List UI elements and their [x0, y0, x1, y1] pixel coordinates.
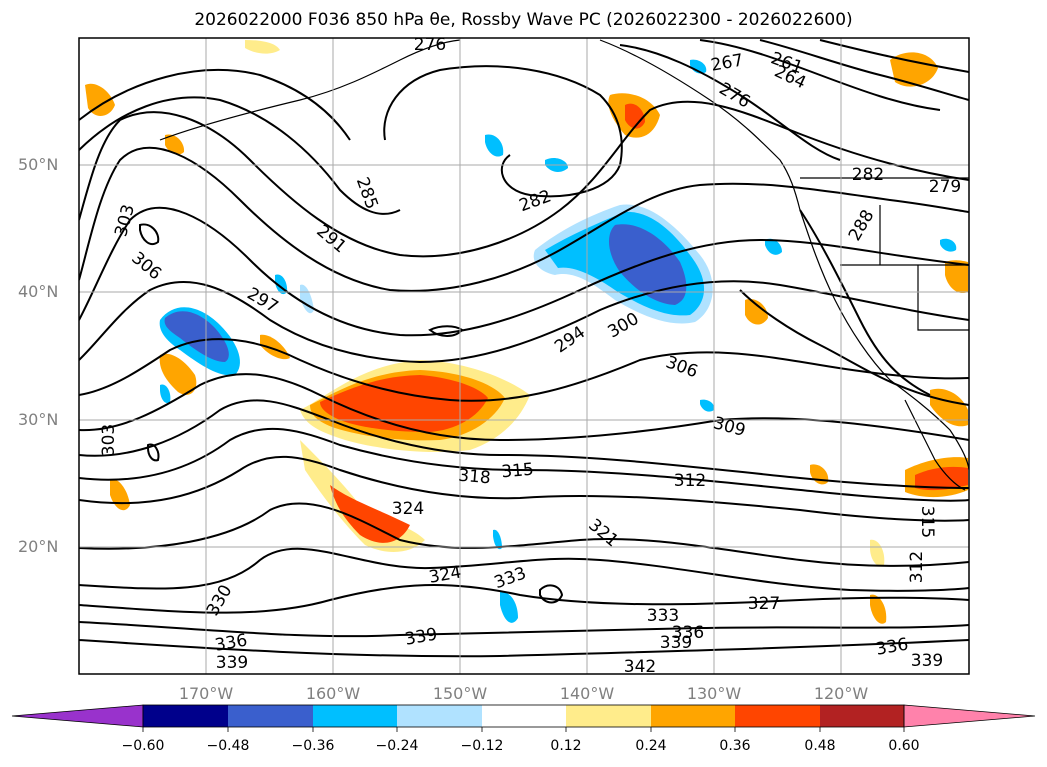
contour-label: 339 — [660, 633, 692, 653]
lon-label: 170°W — [178, 684, 234, 703]
chart-title: 2026022000 F036 850 hPa θe, Rossby Wave … — [194, 10, 853, 30]
colorbar-tick-label: −0.48 — [206, 738, 250, 754]
anomaly-shading — [85, 40, 968, 624]
contour-label: 327 — [748, 594, 780, 614]
lat-label: 50°N — [18, 155, 59, 174]
contour-label: 342 — [624, 657, 656, 677]
lon-label: 160°W — [305, 684, 361, 703]
lon-label: 120°W — [813, 684, 869, 703]
colorbar-segment — [820, 705, 904, 727]
colorbar-tick-label: −0.12 — [460, 738, 504, 754]
contour-label: 339 — [216, 653, 248, 673]
contour-label: 303 — [99, 424, 119, 456]
baja-coast — [904, 399, 966, 491]
colorbar-tick-label: 0.36 — [719, 738, 751, 754]
colorbar-tick-label: 0.12 — [550, 738, 582, 754]
contour-label: 312 — [907, 551, 927, 583]
lat-label: 40°N — [18, 282, 59, 301]
contour-label: 315 — [501, 460, 535, 483]
colorbar-extend-left — [11, 704, 144, 728]
colorbar-segment — [397, 705, 482, 727]
contour-label: 282 — [852, 165, 884, 185]
contour-label: 312 — [674, 471, 706, 491]
lon-label: 150°W — [432, 684, 488, 703]
contour-label: 324 — [392, 499, 424, 519]
colorbar — [11, 704, 1036, 732]
colorbar-tick-label: 0.24 — [635, 738, 667, 754]
colorbar-tick-label: 0.60 — [888, 738, 920, 754]
gridlines — [79, 38, 969, 674]
colorbar-tick-label: −0.36 — [291, 738, 335, 754]
colorbar-tick-label: −0.24 — [375, 738, 419, 754]
colorbar-tick-label: −0.60 — [121, 738, 165, 754]
contour-label: 276 — [414, 35, 446, 55]
contour-label: 315 — [917, 506, 937, 538]
contour-label: 339 — [911, 651, 943, 671]
colorbar-segment — [313, 705, 397, 727]
aleutian-coast — [159, 39, 461, 141]
colorbar-segment — [482, 705, 566, 727]
contour-label: 333 — [647, 606, 679, 626]
lat-label: 30°N — [18, 410, 59, 429]
lat-label: 20°N — [18, 537, 59, 556]
colorbar-segment — [566, 705, 651, 727]
contour-label: 279 — [929, 177, 961, 197]
state-border — [917, 265, 969, 331]
contour-label: 318 — [457, 466, 491, 489]
lon-label: 130°W — [686, 684, 742, 703]
colorbar-segment — [651, 705, 735, 727]
north-america-west-coast — [799, 209, 969, 471]
colorbar-extend-right — [903, 704, 1036, 728]
alaska-panhandle-coast — [599, 39, 801, 211]
colorbar-tick-label: 0.48 — [804, 738, 836, 754]
coastlines — [159, 39, 969, 491]
contour-label: 336 — [672, 623, 704, 643]
colorbar-segment — [228, 705, 313, 727]
lon-label: 140°W — [559, 684, 615, 703]
colorbar-segment — [143, 705, 228, 727]
map-frame — [78, 37, 970, 675]
colorbar-segment — [735, 705, 820, 727]
